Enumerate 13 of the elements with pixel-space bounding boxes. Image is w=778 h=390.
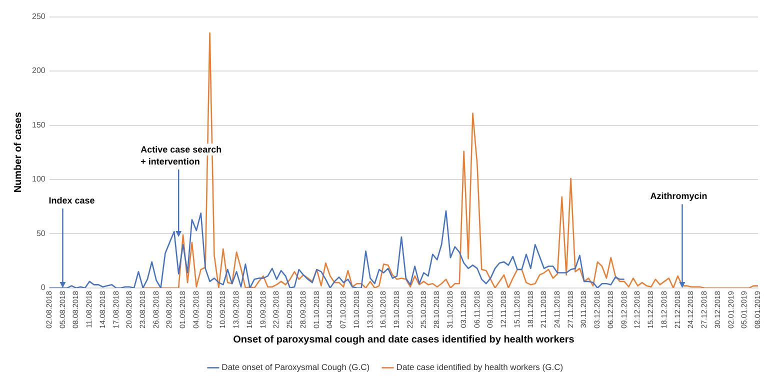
annotation: Active case search + intervention bbox=[140, 144, 222, 166]
y-tick-label: 250 bbox=[32, 12, 46, 22]
y-tick-label: 50 bbox=[36, 228, 46, 238]
y-tick-label: 150 bbox=[32, 120, 46, 130]
annotation: Index case bbox=[48, 196, 95, 206]
y-tick-label: 200 bbox=[32, 66, 46, 76]
legend-label: Date case identified by health workers (G.C) bbox=[396, 362, 564, 372]
y-tick-label: 0 bbox=[40, 283, 46, 292]
legend-label: Date onset of Paroxysmal Cough (G.C) bbox=[222, 362, 370, 372]
annotation: Azithromycin bbox=[650, 191, 708, 202]
x-axis-title: Onset of paroxysmal cough and date cases identified by health workers bbox=[233, 334, 575, 346]
y-axis-title: Number of cases bbox=[12, 112, 24, 193]
y-tick-label: 100 bbox=[32, 174, 46, 184]
